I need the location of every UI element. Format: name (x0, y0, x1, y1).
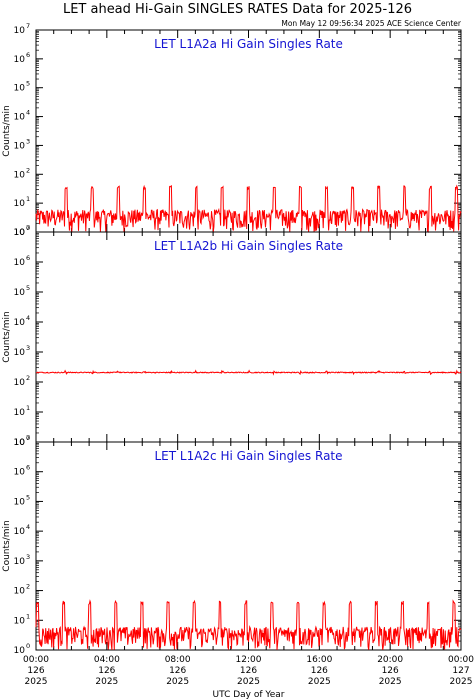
y-tick-exponent: 7 (26, 22, 30, 30)
y-tick-exponent: 4 (26, 109, 30, 117)
y-tick-exponent: 2 (26, 166, 30, 174)
y-tick-exponent: 7 (26, 434, 30, 442)
panel-title: LET L1A2a Hi Gain Singles Rate (154, 37, 343, 51)
y-tick-exponent: 4 (26, 314, 30, 322)
panel-frame (35, 441, 462, 651)
y-tick-exponent: 3 (26, 137, 30, 145)
series-line (35, 599, 462, 651)
y-tick-exponent: 3 (26, 344, 30, 352)
y-tick-label: 10 (14, 113, 26, 123)
series-line (35, 369, 462, 376)
x-tick-doy-label: 126 (169, 666, 186, 676)
y-tick-exponent: 0 (26, 642, 30, 650)
y-tick-exponent: 5 (26, 284, 30, 292)
y-tick-label: 10 (14, 318, 26, 328)
y-tick-label: 10 (14, 26, 26, 36)
x-tick-year-label: 2025 (450, 677, 473, 687)
y-tick-label: 10 (14, 438, 26, 448)
y-tick-exponent: 5 (26, 80, 30, 88)
y-axis-label: Counts/min (2, 311, 12, 362)
x-tick-doy-label: 126 (240, 666, 257, 676)
x-tick-time-label: 00:00 (448, 655, 474, 665)
y-tick-label: 10 (14, 199, 26, 209)
y-tick-label: 10 (14, 288, 26, 298)
y-tick-exponent: 1 (26, 612, 30, 620)
y-tick-label: 10 (14, 55, 26, 65)
y-tick-label: 10 (14, 616, 26, 626)
y-tick-label: 10 (14, 468, 26, 478)
panel-frame (35, 29, 462, 233)
y-tick-label: 10 (14, 527, 26, 537)
y-tick-exponent: 1 (26, 195, 30, 203)
y-tick-exponent: 3 (26, 553, 30, 561)
y-tick-label: 10 (14, 646, 26, 656)
x-tick-time-label: 16:00 (306, 655, 332, 665)
y-tick-label: 10 (14, 258, 26, 268)
y-tick-exponent: 2 (26, 374, 30, 382)
x-tick-time-label: 20:00 (377, 655, 403, 665)
y-tick-label: 10 (14, 228, 26, 238)
x-tick-year-label: 2025 (25, 677, 48, 687)
y-tick-label: 10 (14, 170, 26, 180)
y-tick-label: 10 (14, 438, 26, 448)
y-tick-exponent: 6 (26, 464, 30, 472)
y-tick-label: 10 (14, 497, 26, 507)
x-tick-year-label: 2025 (95, 677, 118, 687)
x-tick-year-label: 2025 (379, 677, 402, 687)
x-tick-time-label: 04:00 (94, 655, 120, 665)
x-axis-label: UTC Day of Year (213, 690, 285, 700)
x-tick-year-label: 2025 (308, 677, 331, 687)
generation-timestamp: Mon May 12 09:56:34 2025 ACE Science Cen… (281, 19, 461, 28)
series-line (35, 184, 462, 234)
chart-title: LET ahead Hi-Gain SINGLES RATES Data for… (62, 2, 413, 17)
y-tick-exponent: 6 (26, 254, 30, 262)
y-tick-exponent: 4 (26, 523, 30, 531)
x-tick-time-label: 12:00 (236, 655, 262, 665)
y-tick-exponent: 7 (26, 224, 30, 232)
panel-frame (35, 231, 462, 443)
y-tick-exponent: 6 (26, 51, 30, 59)
y-tick-label: 10 (14, 378, 26, 388)
x-tick-doy-label: 126 (311, 666, 328, 676)
x-tick-doy-label: 126 (98, 666, 115, 676)
y-tick-exponent: 1 (26, 404, 30, 412)
x-tick-time-label: 00:00 (23, 655, 49, 665)
panel-title: LET L1A2b Hi Gain Singles Rate (154, 239, 343, 253)
x-tick-year-label: 2025 (166, 677, 189, 687)
x-tick-doy-label: 127 (452, 666, 469, 676)
y-tick-exponent: 5 (26, 493, 30, 501)
y-tick-label: 10 (14, 408, 26, 418)
x-tick-year-label: 2025 (237, 677, 260, 687)
y-tick-exponent: 0 (26, 434, 30, 442)
y-tick-exponent: 2 (26, 583, 30, 591)
y-tick-label: 10 (14, 587, 26, 597)
y-tick-label: 10 (14, 348, 26, 358)
x-tick-time-label: 08:00 (165, 655, 191, 665)
y-tick-label: 10 (14, 228, 26, 238)
y-axis-label: Counts/min (2, 520, 12, 571)
y-tick-label: 10 (14, 84, 26, 94)
y-tick-label: 10 (14, 557, 26, 567)
y-axis-label: Counts/min (2, 105, 12, 156)
x-tick-doy-label: 126 (382, 666, 399, 676)
panel-title: LET L1A2c Hi Gain Singles Rate (154, 449, 342, 463)
y-tick-label: 10 (14, 141, 26, 151)
x-tick-doy-label: 126 (27, 666, 44, 676)
y-tick-exponent: 0 (26, 224, 30, 232)
